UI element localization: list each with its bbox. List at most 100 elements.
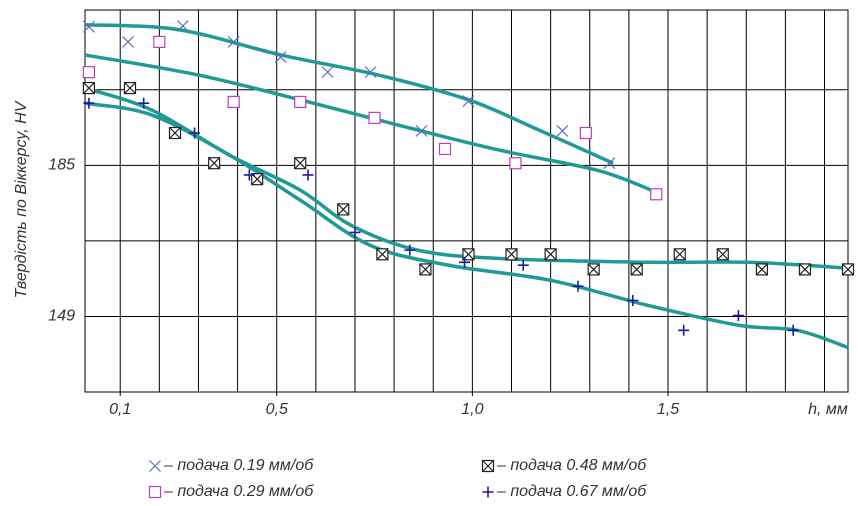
point xyxy=(376,248,389,261)
marker-shape xyxy=(650,188,663,201)
marker-shape xyxy=(509,157,522,170)
point xyxy=(438,142,452,156)
point xyxy=(82,81,96,95)
marker-shape xyxy=(572,280,584,292)
point xyxy=(404,244,416,256)
marker-shape xyxy=(122,35,134,48)
marker-shape xyxy=(82,82,95,95)
point xyxy=(176,20,189,32)
point xyxy=(83,97,95,109)
point xyxy=(138,97,150,109)
marker-shape xyxy=(169,127,181,139)
y-tick-label: 149 xyxy=(48,308,75,325)
marker-shape xyxy=(438,142,452,156)
point xyxy=(364,66,377,79)
marker-shape xyxy=(673,248,686,261)
x-tick-label: 0,1 xyxy=(109,401,131,418)
marker-shape xyxy=(294,95,307,109)
legend-marker xyxy=(149,460,161,472)
point xyxy=(368,111,381,124)
point xyxy=(82,66,96,79)
point xyxy=(627,294,639,306)
marker-shape xyxy=(189,127,201,139)
marker-shape xyxy=(678,324,690,336)
marker-shape xyxy=(227,95,240,109)
y-axis-label: Твердість по Віккерсу, HV xyxy=(13,100,30,298)
marker-shape xyxy=(321,66,334,79)
marker-shape xyxy=(337,203,350,216)
point xyxy=(243,169,255,181)
point xyxy=(673,248,686,261)
marker-shape xyxy=(82,66,96,79)
fit-curve xyxy=(84,53,657,194)
point xyxy=(572,280,584,292)
marker-shape xyxy=(587,263,600,276)
marker-shape xyxy=(630,263,643,276)
marker-shape xyxy=(544,248,557,261)
legend-marker xyxy=(482,486,494,498)
marker-shape xyxy=(755,263,768,276)
marker-shape xyxy=(482,460,494,472)
marker-shape xyxy=(482,486,494,498)
point xyxy=(208,157,221,170)
point xyxy=(227,95,240,109)
point xyxy=(755,263,769,276)
marker-shape xyxy=(459,256,471,268)
point xyxy=(587,263,600,276)
point xyxy=(556,124,569,137)
legend-marker xyxy=(148,485,162,499)
y-tick-label: 185 xyxy=(48,157,75,174)
marker-shape xyxy=(556,124,569,137)
x-axis-label: h, мм xyxy=(808,401,848,418)
marker-shape xyxy=(376,248,389,261)
marker-shape xyxy=(294,157,307,170)
point xyxy=(462,95,475,108)
marker-shape xyxy=(415,124,428,137)
marker-shape xyxy=(124,82,136,95)
marker-shape xyxy=(462,95,475,108)
point xyxy=(544,248,557,261)
point xyxy=(716,248,729,261)
marker-shape xyxy=(302,169,314,181)
marker-shape xyxy=(227,35,240,48)
point xyxy=(294,157,307,170)
legend-label: – подача 0.67 мм/об xyxy=(496,483,647,500)
marker-shape xyxy=(505,248,518,261)
marker-shape xyxy=(208,157,221,170)
x-tick-label: 1,5 xyxy=(657,401,679,418)
legend-label: – подача 0.19 мм/об xyxy=(163,457,314,474)
point xyxy=(579,126,592,140)
legend-label: – подача 0.29 мм/об xyxy=(163,483,314,500)
x-tick-label: 1,0 xyxy=(461,401,483,418)
marker-shape xyxy=(368,111,381,124)
point xyxy=(459,256,471,268)
marker-shape xyxy=(148,485,162,499)
x-tick-label: 0,5 xyxy=(266,401,288,418)
point xyxy=(302,169,314,181)
point xyxy=(337,203,350,216)
point xyxy=(122,35,134,48)
marker-shape xyxy=(716,248,729,261)
marker-shape xyxy=(404,244,416,256)
point xyxy=(505,248,518,261)
legend-label: – подача 0.48 мм/об xyxy=(496,457,647,474)
point xyxy=(798,263,812,276)
marker-shape xyxy=(149,460,161,472)
point xyxy=(603,157,616,170)
point xyxy=(274,51,287,63)
point xyxy=(509,157,522,170)
point xyxy=(294,95,307,109)
marker-shape xyxy=(176,20,189,32)
point xyxy=(123,81,137,95)
point xyxy=(678,324,690,336)
plot-frame xyxy=(84,9,849,393)
point xyxy=(787,324,799,336)
marker-shape xyxy=(364,66,377,79)
marker-shape xyxy=(627,294,639,306)
marker-shape xyxy=(579,126,592,140)
marker-shape xyxy=(842,263,854,276)
point xyxy=(251,173,264,186)
marker-shape xyxy=(787,324,799,336)
marker-shape xyxy=(349,226,361,238)
marker-shape xyxy=(83,97,95,109)
